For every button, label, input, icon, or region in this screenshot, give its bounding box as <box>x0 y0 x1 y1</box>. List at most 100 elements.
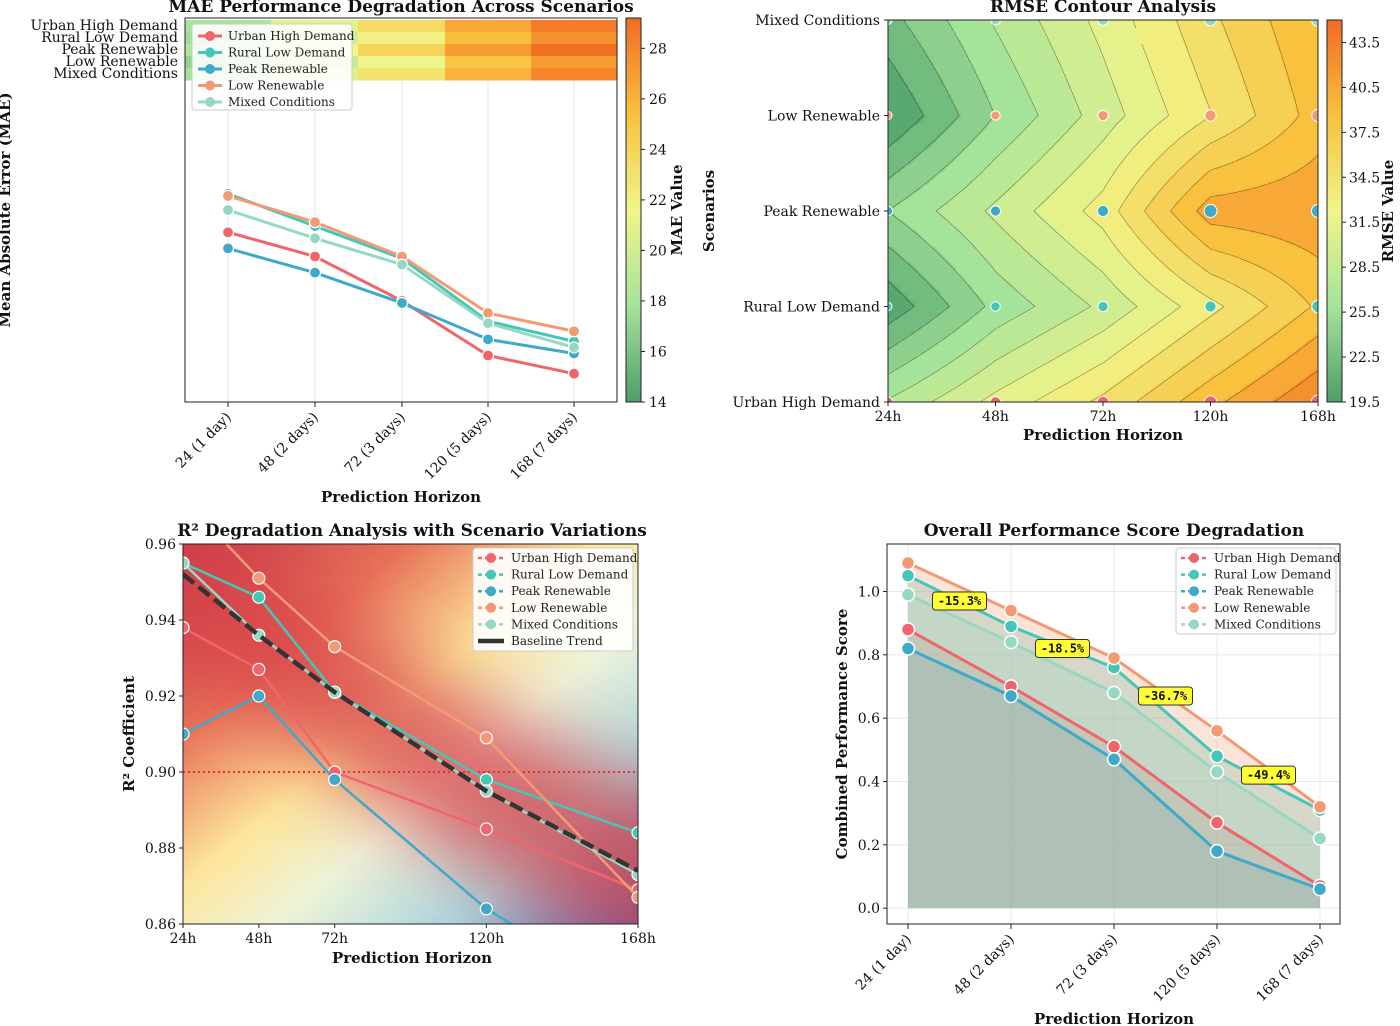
rmse-panel: 24h 48h 72h 120h 168h Urban High Demand Rural… <box>700 0 1397 444</box>
r2-legend-label: Mixed Conditions <box>511 617 618 631</box>
rmse-contour-line <box>888 20 1039 400</box>
score-panel: -15.3% -18.5% -36.7% -49.4% 24 (1 day) 48 (2… <box>833 521 1341 1026</box>
r2-panel: 24h 48h 72h 120h 168h 0.860.880.900.920.940.… <box>120 521 656 967</box>
rmse-point-rural-low-demand <box>888 301 893 312</box>
score-y-ticks: 0.0 0.2 0.4 0.6 0.8 1.0 <box>858 585 887 917</box>
rmse-colorbar-ticklabel: 34.5 <box>1349 170 1380 186</box>
rmse-point-rural-low-demand <box>990 301 1001 312</box>
rmse-y-ticklabel: Mixed Conditions <box>755 13 880 29</box>
rmse-contour-line <box>1170 20 1312 402</box>
r2-point-low-renewable <box>252 571 266 585</box>
score-annotation-label: -18.5% <box>1041 642 1085 656</box>
r2-y-ticklabel: 0.88 <box>145 841 176 857</box>
mae-legend-label: Peak Renewable <box>228 62 328 76</box>
rmse-contour-lines <box>888 20 1318 402</box>
rmse-point-mixed-conditions <box>888 20 893 25</box>
rmse-x-ticklabel: 120h <box>1193 409 1229 425</box>
score-annotation-box <box>1138 686 1193 706</box>
r2-point-low-renewable <box>328 639 342 654</box>
score-series <box>900 555 1328 897</box>
mae-point-peak-renewable <box>221 242 235 255</box>
r2-point-peak-renewable <box>252 689 266 703</box>
mae-strip-cell <box>445 56 532 69</box>
mae-strip-cell <box>445 32 532 45</box>
r2-baseline-trend <box>183 572 638 873</box>
score-annotation-box <box>932 591 987 611</box>
r2-point-rural-low-demand <box>631 826 638 840</box>
rmse-contour-line <box>1033 20 1181 402</box>
rmse-x-ticklabel: 168h <box>1300 409 1336 425</box>
r2-x-ticklabel: 168h <box>620 931 656 947</box>
mae-colorbar-ticklabel: 16 <box>649 344 667 360</box>
score-x-ticklabel: 120 (5 days) <box>1150 932 1223 1005</box>
r2-point-rural-low-demand <box>252 590 266 604</box>
score-y-ticklabel: 0.2 <box>858 838 880 854</box>
mae-xlabel: Prediction Horizon <box>321 488 481 506</box>
mae-colorbar-ticklabel: 14 <box>649 395 667 411</box>
r2-legend-marker <box>486 619 496 630</box>
mae-colorbar-ticklabel: 20 <box>649 243 667 259</box>
rmse-point-peak-renewable <box>1203 204 1218 218</box>
mae-point-mixed-conditions <box>567 341 581 354</box>
r2-legend-label: Rural Low Demand <box>511 568 629 582</box>
r2-point-peak-renewable <box>328 772 342 787</box>
r2-x-ticklabel: 24h <box>170 931 197 947</box>
rmse-x-ticklabel: 72h <box>1090 409 1117 425</box>
mae-strip-cell <box>445 44 532 57</box>
score-point-mixed-conditions <box>1003 634 1019 650</box>
score-title: Overall Performance Score Degradation <box>924 521 1304 541</box>
rmse-point-low-renewable <box>1204 109 1217 122</box>
r2-y-ticklabel: 0.92 <box>145 689 176 705</box>
rmse-y-ticklabel: Rural Low Demand <box>743 300 880 316</box>
score-point-peak-renewable <box>1312 881 1328 897</box>
mae-strip-cell <box>358 68 446 81</box>
mae-strip-label: Urban High Demand <box>31 18 179 34</box>
score-point-urban-high-demand <box>1106 739 1122 754</box>
mae-frame <box>184 17 618 403</box>
mae-colorbar <box>625 17 642 403</box>
score-point-peak-renewable <box>900 641 916 656</box>
r2-x-ticklabel: 48h <box>245 931 272 947</box>
mae-colorbar-label: MAE Value <box>668 164 686 255</box>
mae-series <box>221 187 581 380</box>
mae-strip-cell <box>531 44 617 57</box>
mae-strip-label: Rural Low Demand <box>41 30 178 46</box>
score-point-low-renewable <box>1003 603 1019 618</box>
mae-strip-cell <box>531 20 617 33</box>
mae-point-low-renewable <box>308 216 322 229</box>
rmse-colorbar-ticklabel: 19.5 <box>1349 395 1380 411</box>
score-point-rural-low-demand <box>1003 619 1019 634</box>
mae-point-urban-high-demand <box>221 226 235 239</box>
mae-x-ticklabel: 48 (2 days) <box>255 410 322 477</box>
mae-colorbar-ticklabel: 26 <box>649 92 667 108</box>
r2-title: R² Degradation Analysis with Scenario Va… <box>177 521 647 541</box>
score-legend-marker <box>1189 586 1199 597</box>
score-point-peak-renewable <box>1106 752 1122 767</box>
score-point-peak-renewable <box>1003 688 1019 704</box>
score-point-mixed-conditions <box>1312 831 1328 846</box>
mae-legend: Urban High Demand Rural Low Demand Peak Re… <box>191 23 355 111</box>
r2-series <box>183 544 638 924</box>
r2-legend: Urban High Demand Rural Low Demand Peak Re… <box>472 547 638 652</box>
rmse-x-ticklabel: 24h <box>875 409 902 425</box>
r2-legend-marker <box>486 602 496 613</box>
rmse-colorbar-ticklabel: 37.5 <box>1349 125 1380 141</box>
rmse-colorbar-ticklabel: 22.5 <box>1349 350 1380 366</box>
score-annotation-label: -15.3% <box>938 594 982 608</box>
score-legend-marker <box>1189 569 1199 580</box>
r2-xlabel: Prediction Horizon <box>332 949 492 967</box>
r2-legend-box <box>472 547 634 652</box>
score-xlabel: Prediction Horizon <box>1034 1010 1194 1026</box>
mae-strip-label: Peak Renewable <box>61 42 178 58</box>
score-legend-label: Low Renewable <box>1214 601 1310 615</box>
rmse-contour-line <box>888 20 960 350</box>
mae-x-ticklabel: 120 (5 days) <box>421 410 494 483</box>
rmse-ylabel: Scenarios <box>700 170 718 252</box>
rmse-contour-line <box>1196 154 1318 402</box>
r2-y-ticks: 0.86 0.88 0.90 0.92 0.94 0.96 <box>145 537 183 933</box>
r2-point-mixed-conditions <box>183 556 190 570</box>
score-ylabel: Combined Performance Score <box>833 609 851 860</box>
score-y-ticklabel: 0.6 <box>858 711 880 727</box>
